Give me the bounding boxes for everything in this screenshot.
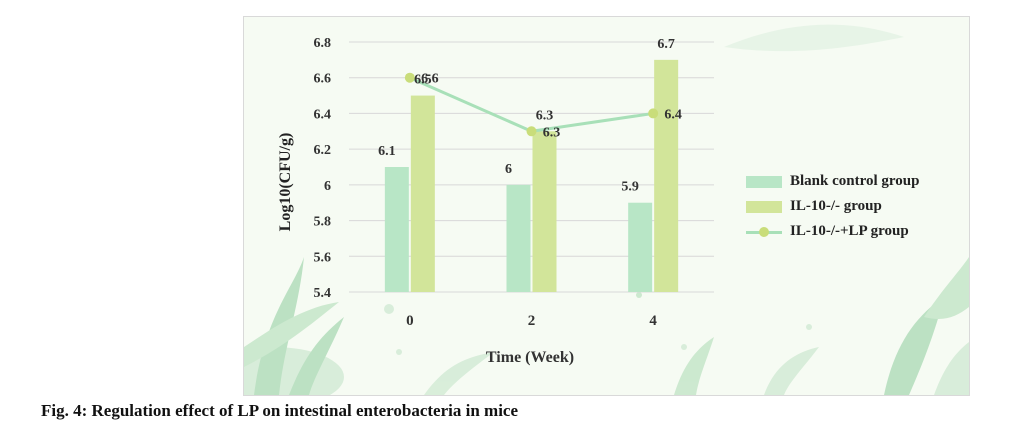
legend-label-blank: Blank control group (790, 173, 920, 189)
bar-il10-0 (410, 95, 435, 292)
chart-svg: 5.45.65.866.26.46.66.8 6.165.96.56.36.76… (244, 24, 969, 395)
y-tick-label: 5.4 (314, 286, 332, 301)
bars (384, 59, 679, 292)
lp-point-2 (526, 126, 537, 137)
x-tick-label: 2 (528, 313, 536, 329)
y-tick-label: 6.6 (314, 72, 332, 87)
lp-point-0 (404, 72, 415, 83)
x-axis-title: Time (Week) (486, 349, 574, 366)
bar-data-label: 6.7 (657, 37, 675, 52)
line-data-label: 6.4 (664, 107, 682, 122)
legend-label-lp: IL-10-/-+LP group (790, 223, 909, 239)
legend-label-il10: IL-10-/- group (790, 198, 882, 214)
legend-item-il10: IL-10-/- group (746, 194, 919, 219)
lp-series-line (409, 76, 654, 133)
bar-data-label: 6 (505, 162, 512, 177)
y-tick-label: 6.2 (314, 143, 332, 158)
x-tick-label: 4 (649, 313, 657, 329)
y-tick-labels: 5.4 5.6 5.8 6 6.2 6.4 6.6 6.8 (314, 36, 332, 301)
decorative-foliage (244, 24, 969, 395)
y-axis-title: Log10(CFU/g) (277, 133, 294, 232)
y-tick-label: 5.8 (314, 215, 332, 230)
legend-swatch-blank (746, 175, 782, 188)
x-tick-labels: 0 2 4 (406, 313, 657, 329)
chart-figure: 5.4 5.6 5.8 6 6.2 6.4 6.6 6.8 6.1 6 5.9 6.5 6.3 6.7 6… (243, 16, 970, 396)
legend-swatch-lp (746, 226, 782, 238)
legend-item-blank: Blank control group (746, 169, 919, 194)
legend-swatch-il10 (746, 200, 782, 213)
data-labels: 6.1 6 5.9 6.5 6.3 6.7 6.6 6.3 6.4 (378, 37, 682, 195)
y-tick-label: 6.4 (314, 107, 332, 122)
y-tick-label: 6 (324, 179, 331, 194)
figure-caption: Fig. 4: Regulation effect of LP on intes… (41, 401, 519, 420)
bar-blank-2 (506, 184, 531, 292)
bar-blank-4 (628, 202, 653, 292)
bar-data-label: 5.9 (621, 180, 639, 195)
bar-blank-0 (384, 167, 409, 292)
bar-il10-2 (532, 131, 557, 292)
x-tick-label: 0 (406, 313, 414, 329)
line-data-label: 6.3 (543, 125, 561, 140)
bar-data-label: 6.3 (536, 108, 554, 123)
line-series (404, 72, 659, 137)
line-data-label: 6.6 (421, 72, 439, 87)
legend-item-lp: IL-10-/-+LP group (746, 219, 919, 244)
bar-data-label: 6.5 (414, 73, 432, 88)
bar-data-label: 6.1 (378, 144, 396, 159)
lp-point-4 (648, 108, 659, 119)
chart-legend: Blank control group IL-10-/- group IL-10… (746, 169, 919, 244)
bar-il10-4 (654, 59, 679, 292)
y-tick-label: 6.8 (314, 36, 332, 51)
y-tick-label: 5.6 (314, 250, 332, 265)
